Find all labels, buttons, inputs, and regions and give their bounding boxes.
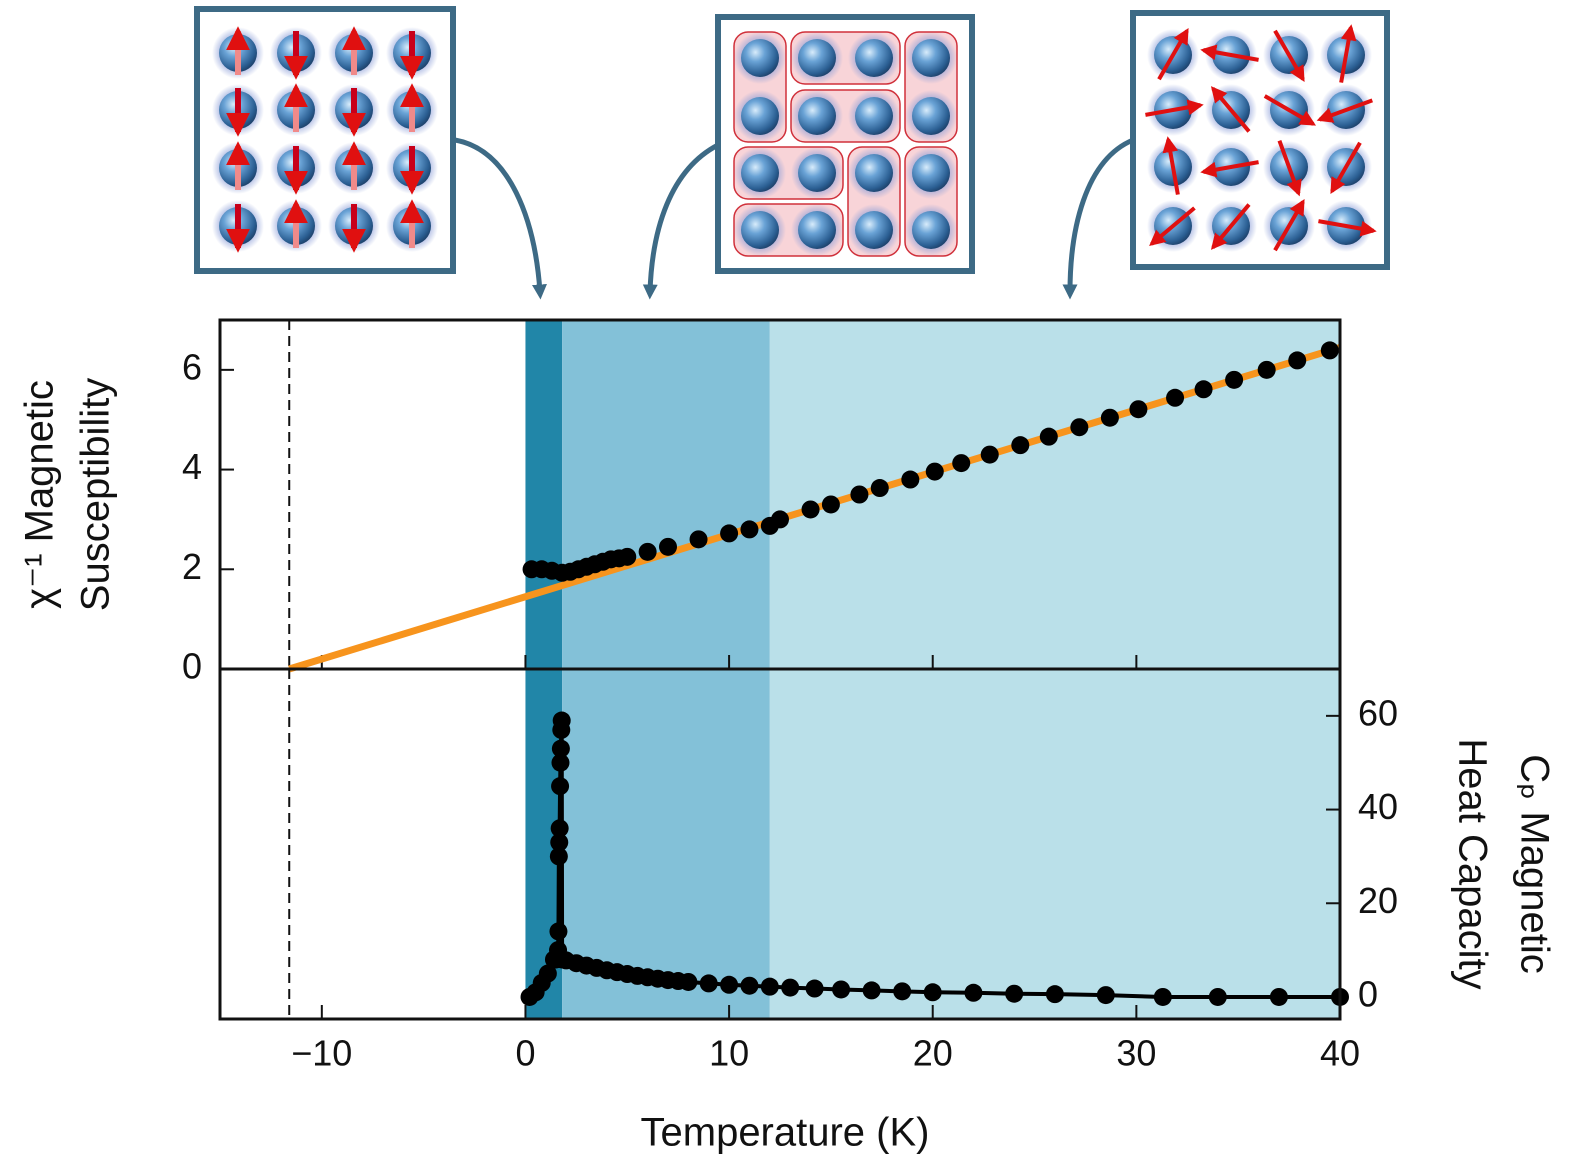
data-point	[863, 981, 881, 999]
data-point	[1258, 361, 1276, 379]
region	[562, 320, 770, 669]
sphere	[741, 39, 779, 77]
y-tick-label: 60	[1358, 692, 1398, 733]
data-point	[893, 982, 911, 1000]
data-point	[924, 983, 942, 1001]
sphere	[798, 39, 836, 77]
data-point	[720, 524, 738, 542]
insets	[197, 9, 1387, 271]
sphere	[855, 97, 893, 135]
y-tick-label: 0	[1358, 973, 1378, 1014]
data-point	[981, 446, 999, 464]
data-point	[806, 980, 824, 998]
data-point	[720, 976, 738, 994]
data-point	[822, 495, 840, 513]
data-point	[1270, 988, 1288, 1006]
sphere	[798, 97, 836, 135]
data-point	[740, 977, 758, 995]
data-point	[1070, 418, 1088, 436]
data-point	[1046, 985, 1064, 1003]
x-axis-label: Temperature (K)	[641, 1111, 930, 1155]
sphere	[855, 39, 893, 77]
sphere	[798, 154, 836, 192]
x-tick-label: 20	[913, 1033, 953, 1074]
sphere	[855, 154, 893, 192]
data-point	[1129, 400, 1147, 418]
y-tick-label: 20	[1358, 880, 1398, 921]
data-point	[1101, 409, 1119, 427]
data-point	[1097, 986, 1115, 1004]
data-point	[850, 486, 868, 504]
data-point	[1321, 341, 1339, 359]
data-point	[1166, 389, 1184, 407]
sphere	[912, 154, 950, 192]
plot: 0 2 4 6 χ⁻¹ Magnetic Susceptibility 0 20 40 60 Cₚ …	[18, 320, 1557, 1155]
data-point	[901, 471, 919, 489]
data-point	[1040, 428, 1058, 446]
x-tick-label: 30	[1116, 1033, 1156, 1074]
figure: 0 2 4 6 χ⁻¹ Magnetic Susceptibility 0 20 40 60 Cₚ …	[0, 0, 1591, 1176]
sphere	[741, 154, 779, 192]
y-axis-label: Susceptibility	[74, 378, 118, 611]
data-point	[549, 922, 567, 940]
region	[770, 669, 1340, 1019]
data-point	[1225, 371, 1243, 389]
data-point	[1011, 436, 1029, 454]
data-point	[952, 454, 970, 472]
data-point	[761, 978, 779, 996]
x-tick-label: 40	[1320, 1033, 1360, 1074]
data-point	[639, 543, 657, 561]
y-tick-label: 40	[1358, 786, 1398, 827]
data-point	[771, 510, 789, 528]
data-point	[553, 712, 571, 730]
page: {"chart_data": [ {"type": "scatter", "yl…	[0, 0, 1591, 1176]
data-point	[832, 980, 850, 998]
sphere	[741, 211, 779, 249]
x-tick-label: 10	[709, 1033, 749, 1074]
pointer-arrow	[1070, 140, 1133, 292]
x-tick-label: 0	[515, 1033, 535, 1074]
data-point	[1005, 985, 1023, 1003]
data-point	[679, 973, 697, 991]
data-point	[551, 819, 569, 837]
sphere	[912, 211, 950, 249]
y-tick-label: 0	[182, 646, 202, 687]
pointer-arrow	[650, 145, 718, 292]
data-point	[740, 520, 758, 538]
x-tick-label: −10	[291, 1033, 352, 1074]
data-point	[1154, 988, 1172, 1006]
y-axis-label: Heat Capacity	[1450, 738, 1494, 989]
y-tick-label: 4	[182, 446, 202, 487]
sphere	[855, 211, 893, 249]
data-point	[700, 974, 718, 992]
data-point	[690, 530, 708, 548]
data-point	[552, 740, 570, 758]
data-point	[618, 548, 636, 566]
y-axis-label: χ⁻¹ Magnetic	[18, 380, 62, 609]
sphere	[912, 39, 950, 77]
data-point	[781, 979, 799, 997]
data-point	[659, 538, 677, 556]
y-tick-label: 2	[182, 546, 202, 587]
y-tick-label: 6	[182, 346, 202, 387]
data-point	[964, 984, 982, 1002]
data-point	[1209, 988, 1227, 1006]
sphere	[741, 97, 779, 135]
sphere	[798, 211, 836, 249]
pointer-arrow	[455, 140, 540, 292]
data-point	[926, 463, 944, 481]
data-point	[1288, 351, 1306, 369]
region	[525, 320, 562, 669]
data-point	[802, 500, 820, 518]
data-point	[871, 479, 889, 497]
sphere	[912, 97, 950, 135]
data-point	[1195, 380, 1213, 398]
y-axis-label: Cₚ Magnetic	[1512, 754, 1556, 973]
data-point	[551, 777, 569, 795]
